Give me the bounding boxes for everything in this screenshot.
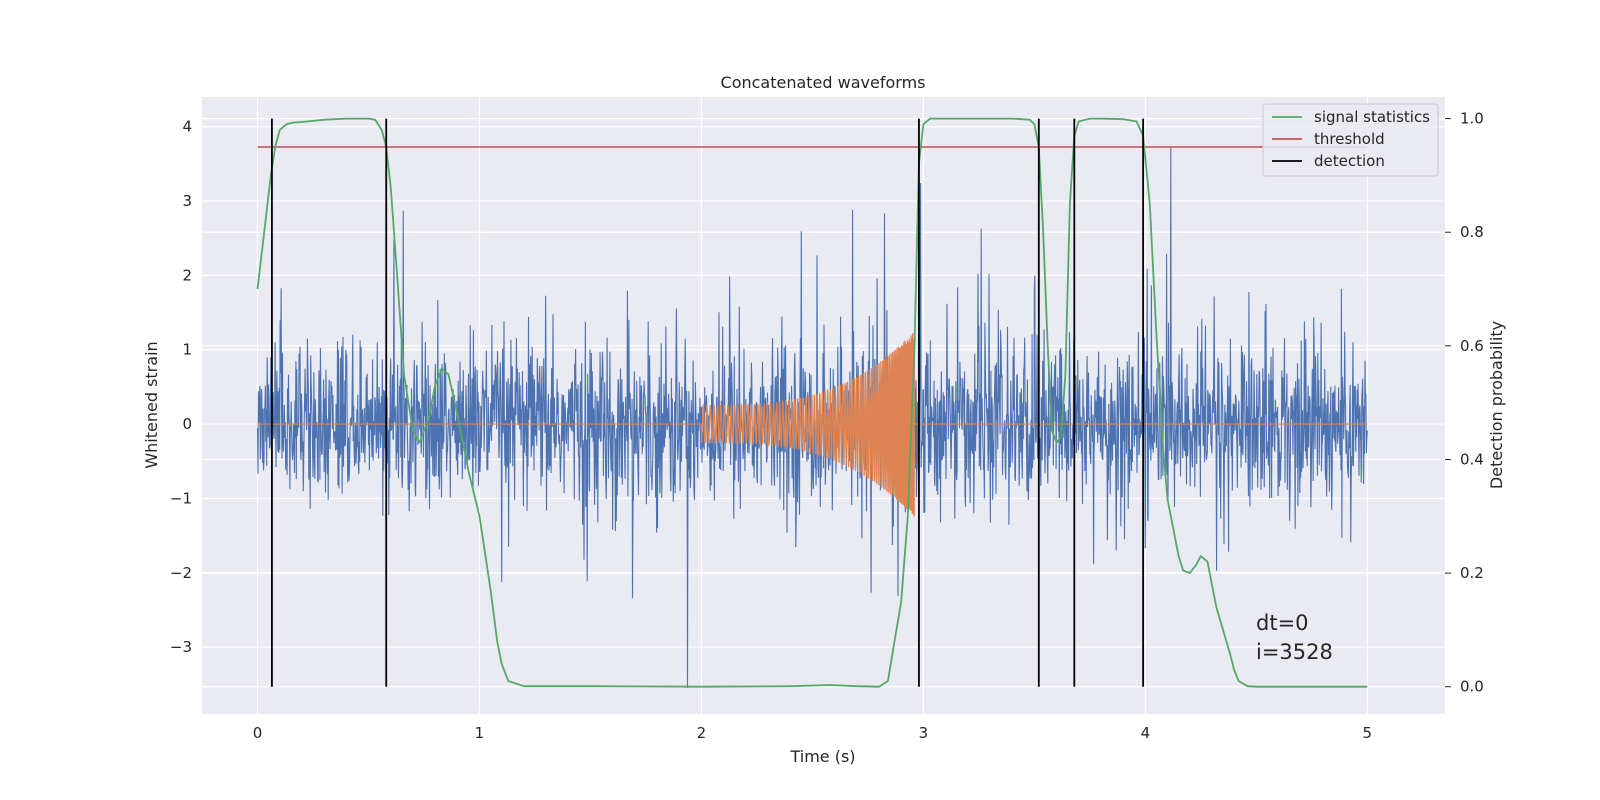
y-tick-label: 0 [182, 415, 192, 433]
strain-noise-line [256, 147, 1368, 689]
y2-tick-label: 1.0 [1460, 110, 1484, 128]
y2-axis-label: Detection probability [1487, 321, 1506, 489]
annotation: dt=0 i=3528 [1256, 611, 1333, 664]
y-tick-label: −3 [170, 638, 192, 656]
x-tick-label: 4 [1141, 724, 1151, 742]
legend-label-signal-statistics: signal statistics [1314, 108, 1430, 126]
chirp-waveform-line [257, 333, 1368, 517]
y2-tick-label: 0.4 [1460, 450, 1484, 468]
legend-box [1262, 103, 1439, 177]
ticks: 0 1 2 3 4 5 −3 −2 −1 0 1 2 3 4 0.0 0.2 0.4 0.6 0.8 1.0 [170, 110, 1484, 742]
x-tick-label: 2 [697, 724, 707, 742]
signal-statistics-line [256, 117, 1368, 688]
x-tick-label: 3 [919, 724, 929, 742]
y2-tick-label: 0.2 [1460, 564, 1484, 582]
annotation-i: i=3528 [1256, 640, 1333, 664]
x-tick-label: 5 [1363, 724, 1373, 742]
legend-label-threshold: threshold [1314, 130, 1385, 148]
y-tick-label: −2 [170, 564, 192, 582]
y-tick-label: −1 [170, 489, 192, 507]
y-tick-label: 2 [182, 266, 192, 284]
y2-tick-label: 0.6 [1460, 337, 1484, 355]
y-tick-label: 1 [182, 341, 192, 359]
annotation-dt: dt=0 [1256, 611, 1309, 635]
x-axis-label: Time (s) [789, 747, 855, 766]
legend: signal statistics threshold detection [1262, 103, 1439, 177]
chart-title: Concatenated waveforms [721, 73, 926, 92]
y2-tick-label: 0.8 [1460, 223, 1484, 241]
x-tick-label: 0 [253, 724, 263, 742]
legend-label-detection: detection [1314, 152, 1385, 170]
y-axis-label: Whitened strain [142, 341, 161, 468]
x-tick-label: 1 [475, 724, 485, 742]
y2-tick-label: 0.0 [1460, 678, 1484, 696]
y-tick-label: 4 [182, 118, 192, 136]
y-tick-label: 3 [182, 192, 192, 210]
series-layer [256, 117, 1368, 689]
